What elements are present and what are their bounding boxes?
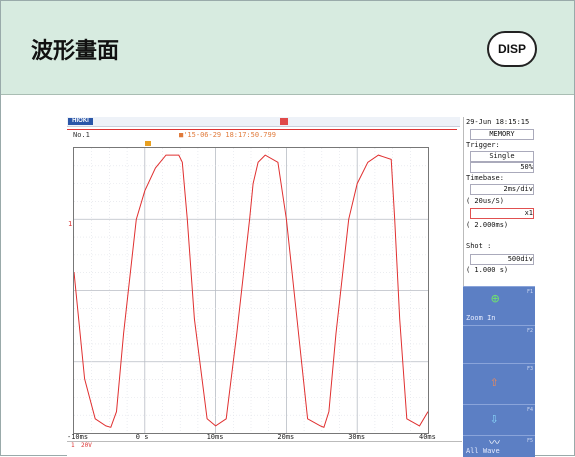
timebase-value[interactable]: 2ms/div [470, 184, 534, 195]
x-tick-label: 30ms [348, 433, 366, 441]
mode-value[interactable]: MEMORY [470, 129, 534, 140]
fkey-zoom-in[interactable]: F1 ⊕ Zoom In [463, 286, 535, 325]
fkey-all-wave[interactable]: F5 〰 All Wave [463, 435, 535, 457]
x-tick-label: 10ms [206, 433, 224, 441]
fkey-up[interactable]: F3 ⇧ [463, 363, 535, 404]
zoom-in-icon: ⊕ [491, 291, 500, 307]
x-tick-label: 40ms [419, 433, 436, 441]
channel-marker: 1 [68, 220, 73, 228]
trigger-marker-icon [145, 141, 151, 146]
all-wave-icon: 〰 [489, 436, 500, 449]
time-span: ( 2.000ms) [466, 221, 509, 229]
datetime: 29-Jun 18:15:15 [466, 118, 530, 126]
brand-logo: HIOKI [68, 118, 93, 125]
trigger-label: Trigger: [466, 141, 500, 149]
fkey-blank[interactable]: F2 [463, 325, 535, 363]
arrow-down-icon: ⇩ [490, 411, 499, 427]
oscilloscope-screen: HIOKI No.1 ■'15-06-29 18:17:50.799 1 -10… [67, 117, 535, 457]
trigger-level-value[interactable]: 50% [470, 162, 534, 173]
status-bar: HIOKI [67, 117, 460, 127]
x-tick-label: -10ms [67, 433, 89, 441]
record-timestamp: ■'15-06-29 18:17:50.799 [179, 131, 276, 139]
timebase-label: Timebase: [466, 174, 504, 182]
magnification-value[interactable]: x1 [470, 208, 534, 219]
fkey-label: Zoom In [466, 314, 496, 322]
x-tick-label: 0 s [135, 433, 149, 441]
record-progress-line [67, 129, 457, 130]
waveform-plot [73, 147, 429, 434]
channel-bar: 1 20V [67, 441, 462, 450]
sheet-label: No.1 [73, 131, 90, 139]
fkey-label: All Wave [466, 447, 500, 455]
fkey-down[interactable]: F4 ⇩ [463, 404, 535, 435]
page-title: 波形畫面 [31, 39, 120, 64]
sampling-rate: ( 20us/S) [466, 197, 504, 205]
page-header: 波形畫面 DISP [1, 1, 574, 95]
shot-time: ( 1.000 s) [466, 266, 509, 274]
arrow-up-icon: ⇧ [490, 374, 499, 390]
trigger-mode-value[interactable]: Single [470, 151, 534, 162]
disp-button[interactable]: DISP [487, 31, 537, 67]
x-tick-label: 20ms [277, 433, 295, 441]
channel-number: 1 [71, 442, 75, 449]
waveform-series-line [74, 154, 428, 428]
shot-label: Shot : [466, 242, 492, 250]
shot-div-value[interactable]: 500div [470, 254, 534, 265]
record-indicator-icon [280, 118, 288, 125]
channel-range: 20V [81, 442, 92, 449]
